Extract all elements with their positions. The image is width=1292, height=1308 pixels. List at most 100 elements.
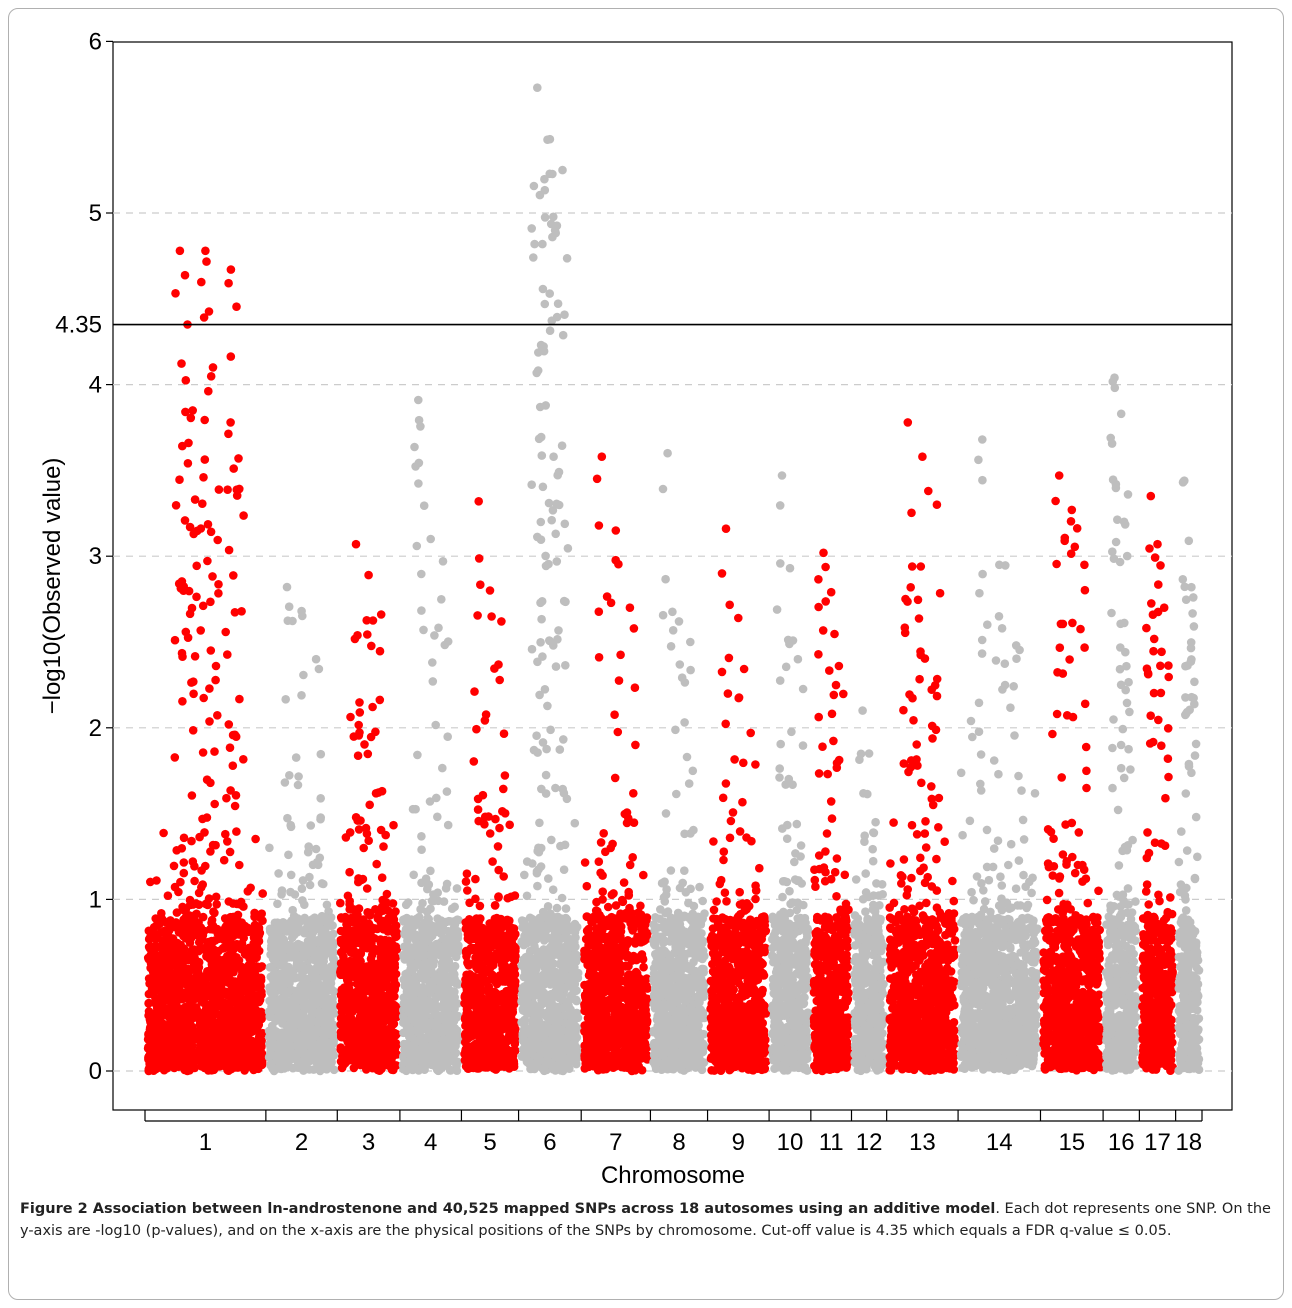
snp-point — [364, 750, 373, 759]
snp-point — [475, 935, 484, 944]
snp-point — [362, 962, 371, 971]
snp-peak-point — [486, 586, 495, 595]
snp-point — [160, 957, 169, 966]
snp-point — [470, 687, 479, 696]
snp-peak-point — [414, 396, 423, 405]
snp-point — [244, 887, 253, 896]
snp-point — [304, 842, 313, 851]
snp-point — [462, 971, 471, 980]
snp-point — [355, 971, 364, 980]
snp-point — [238, 939, 247, 948]
snp-point — [425, 880, 434, 889]
snp-point — [274, 869, 283, 878]
snp-point — [410, 1004, 419, 1013]
snp-point — [378, 946, 387, 955]
snp-point — [324, 931, 333, 940]
snp-point — [345, 868, 354, 877]
snp-point — [184, 1034, 193, 1043]
snp-point — [508, 954, 517, 963]
snp-point — [354, 721, 363, 730]
snp-point — [164, 891, 173, 900]
snp-point — [313, 1063, 322, 1072]
snp-point — [362, 616, 371, 625]
snp-peak-point — [227, 265, 236, 274]
snp-point — [491, 991, 500, 1000]
snp-point — [501, 809, 510, 818]
snp-point — [471, 946, 480, 955]
snp-point — [479, 943, 488, 952]
snp-point — [172, 954, 181, 963]
snp-point — [353, 931, 362, 940]
snp-point — [330, 1051, 339, 1060]
snp-point — [207, 985, 216, 994]
snp-point — [192, 983, 201, 992]
snp-point — [461, 992, 470, 1001]
snp-point — [341, 971, 350, 980]
snp-point — [403, 987, 412, 996]
snp-point — [176, 974, 185, 983]
snp-point — [266, 1042, 275, 1051]
snp-point — [192, 562, 201, 571]
snp-point — [231, 731, 240, 740]
snp-peak-point — [377, 610, 386, 619]
snp-point — [346, 713, 355, 722]
snp-point — [209, 1006, 218, 1015]
snp-point — [276, 969, 285, 978]
snp-point — [285, 771, 294, 780]
snp-point — [225, 546, 234, 555]
snp-point — [420, 501, 429, 510]
snp-point — [389, 926, 398, 935]
snp-point — [414, 479, 423, 488]
snp-point — [329, 1031, 338, 1040]
snp-point — [392, 1039, 401, 1048]
snp-point — [368, 703, 377, 712]
snp-point — [372, 860, 381, 869]
snp-point — [437, 917, 446, 926]
snp-point — [365, 801, 374, 810]
snp-point — [171, 289, 180, 298]
snp-point — [190, 862, 199, 871]
snp-point — [226, 930, 235, 939]
snp-point — [434, 624, 443, 633]
snp-point — [189, 690, 198, 699]
snp-point — [446, 1066, 455, 1075]
snp-point — [359, 844, 368, 853]
snp-point — [239, 926, 248, 935]
snp-point — [313, 1017, 322, 1026]
snp-point — [223, 485, 232, 494]
snp-point — [202, 257, 211, 266]
snp-point — [146, 1011, 155, 1020]
snp-point — [177, 1006, 186, 1015]
snp-point — [186, 896, 195, 905]
snp-point — [348, 915, 357, 924]
snp-point — [225, 720, 234, 729]
snp-point — [363, 884, 372, 893]
snp-point — [213, 711, 222, 720]
snp-point — [232, 791, 241, 800]
snp-point — [235, 861, 244, 870]
snp-point — [235, 956, 244, 965]
snp-point — [429, 969, 438, 978]
snp-point — [437, 595, 446, 604]
snp-point — [450, 988, 459, 997]
snp-point — [433, 813, 442, 822]
snp-point — [404, 973, 413, 982]
snp-point — [411, 1016, 420, 1025]
snp-point — [154, 998, 163, 1007]
snp-point — [252, 923, 261, 932]
snp-point — [494, 866, 503, 875]
snp-point — [187, 678, 196, 687]
snp-point — [199, 694, 208, 703]
snp-point — [443, 787, 452, 796]
snp-point — [273, 900, 282, 909]
snp-point — [258, 962, 267, 971]
snp-point — [462, 952, 471, 961]
snp-point — [348, 1021, 357, 1030]
snp-point — [237, 607, 246, 616]
snp-point — [346, 828, 355, 837]
snp-point — [328, 921, 337, 930]
snp-point — [443, 732, 452, 741]
snp-point — [180, 858, 189, 867]
snp-point — [203, 557, 212, 566]
snp-point — [181, 271, 190, 280]
